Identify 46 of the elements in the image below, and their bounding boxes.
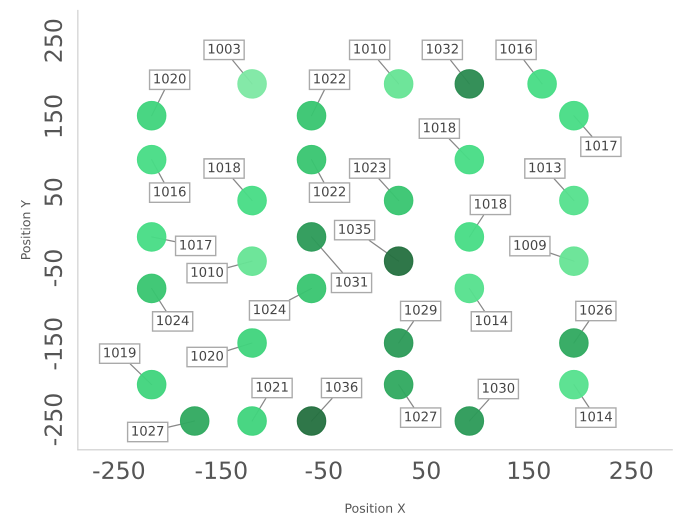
annotation: 1018	[208, 162, 240, 172]
annotation: 1009	[514, 240, 546, 250]
y-tick-label: -50	[44, 250, 62, 286]
annotation: 1016	[154, 186, 186, 196]
y-tick-label: -250	[44, 394, 62, 446]
annotation: 1032	[427, 44, 458, 54]
annotation: 1024	[254, 304, 286, 314]
annotation: 1018	[475, 198, 506, 209]
annotation: 1014	[476, 315, 508, 326]
x-tick-label: 250	[610, 461, 652, 480]
annotation: 1016	[500, 44, 532, 54]
annotation: 1027	[132, 426, 164, 436]
annotation: 1021	[256, 382, 288, 392]
y-tick-label: 50	[44, 178, 62, 206]
annotation: 1017	[586, 140, 617, 151]
annotation: 1030	[483, 382, 514, 393]
annotation: 1029	[405, 304, 436, 315]
x-axis-title: Position X	[346, 503, 406, 513]
annotation: 1031	[336, 276, 368, 287]
x-tick-label: -250	[93, 461, 144, 480]
annotation: 1035	[339, 224, 370, 234]
annotation: 1024	[157, 315, 189, 326]
annotation: 1014	[580, 411, 612, 422]
y-tick-label: -150	[44, 318, 62, 370]
y-tick-label: 250	[44, 20, 62, 62]
y-axis-title: Position Y	[20, 200, 30, 260]
annotation: 1017	[180, 240, 212, 250]
annotation: 1027	[405, 411, 436, 422]
annotation: 1020	[192, 350, 223, 361]
annotation: 1022	[314, 186, 345, 196]
annotation: 1036	[326, 382, 358, 392]
annotation: 1003	[208, 44, 240, 54]
y-tick-label: 150	[44, 95, 62, 136]
x-tick-label: -150	[196, 461, 247, 480]
annotation: 1010	[192, 267, 223, 277]
x-tick-label: 150	[508, 461, 550, 480]
annotation: 1019	[104, 347, 136, 358]
annotation: 1026	[580, 304, 612, 315]
annotation: 1022	[314, 74, 345, 84]
annotation: 1023	[354, 162, 386, 172]
x-tick-label: -50	[306, 461, 342, 480]
annotation: 1018	[424, 122, 456, 132]
x-tick-label: 50	[413, 461, 440, 480]
annotation: 1010	[354, 44, 386, 54]
annotation: 1013	[530, 162, 561, 172]
annotation: 1020	[154, 74, 186, 84]
